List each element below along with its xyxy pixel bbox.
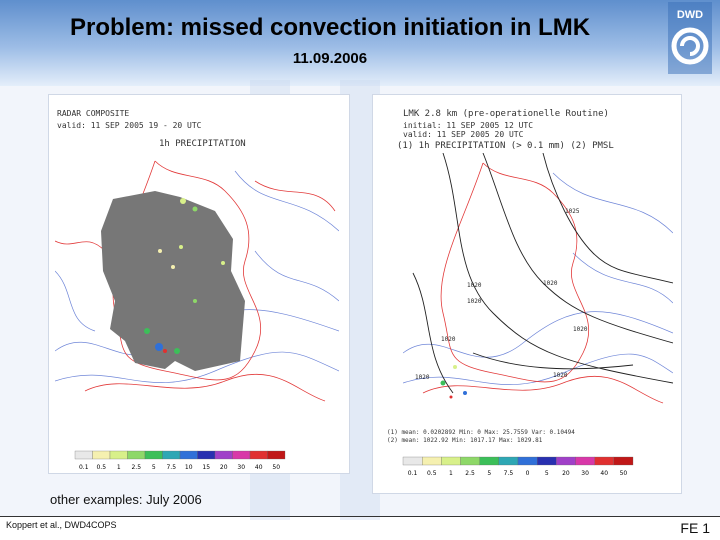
pmsl-stats: (2) mean: 1022.92 Min: 1017.17 Max: 1029… [387,437,543,444]
radar-colorbar: 0.1 0.5 1 2.5 5 7.5 10 15 20 30 40 50 [74,450,286,471]
author-credit: Koppert et al., DWD4COPS [6,520,117,530]
colorbar-label: 7.5 [504,470,514,477]
isobar-label: 1020 [467,298,482,305]
colorbar-label: 10 [185,464,193,471]
colorbar-label: 20 [562,470,570,477]
terrain-contours [403,172,673,385]
other-examples-note: other examples: July 2006 [50,492,202,507]
radar-map [55,151,339,413]
country-borders [55,160,336,402]
colorbar-swatch [479,456,499,466]
isobar-label: 1020 [441,336,456,343]
terrain-contours [55,170,339,383]
colorbar-swatch [92,450,111,460]
colorbar-label: 2.5 [465,470,475,477]
colorbar-label: 50 [272,464,280,471]
colorbar-label: 50 [620,470,628,477]
colorbar-swatch [232,450,251,460]
lmk-header: LMK 2.8 km (pre-operationelle Routine) [403,109,609,119]
isobar-label: 1020 [415,374,430,381]
isobars [412,153,673,394]
radar-header: RADAR COMPOSITE [57,109,130,118]
colorbar-swatch [613,456,634,466]
colorbar-label: 7.5 [166,464,176,471]
radar-coverage-area [101,191,245,371]
colorbar-swatch [179,450,198,460]
colorbar-label: 40 [600,470,608,477]
radar-composite-panel: RADAR COMPOSITE valid: 11 SEP 2005 19 - … [48,94,350,474]
colorbar-label: 0.1 [79,464,89,471]
colorbar-label: 1 [449,470,453,477]
colorbar-swatch [162,450,181,460]
colorbar-swatch [74,450,93,460]
colorbar-label: 0.1 [408,470,418,477]
colorbar-swatch [594,456,614,466]
colorbar-swatch [144,450,163,460]
colorbar-swatch [267,450,286,460]
lmk-map: 1020 1020 1020 1020 1020 1020 1020 1025 [403,153,673,417]
colorbar-swatch [422,456,442,466]
dwd-logo: DWD [668,2,712,74]
radar-valid-time: valid: 11 SEP 2005 19 - 20 UTC [57,121,202,130]
colorbar-label: 5 [152,464,156,471]
lmk-product-label: (1) 1h PRECIPITATION (> 0.1 mm) (2) PMSL [397,141,614,151]
colorbar-swatch [402,456,423,466]
colorbar-swatch [214,450,233,460]
colorbar-swatch [537,456,557,466]
country-borders [422,162,664,404]
slide-date: 11.09.2006 [292,50,368,67]
lmk-initial-time: initial: 11 SEP 2005 12 UTC [403,121,534,130]
colorbar-label: 30 [237,464,245,471]
colorbar-label: 5 [487,470,491,477]
isobar-labels: 1020 1020 1020 1020 1020 1020 1020 1025 [415,208,588,381]
radar-product-label: 1h PRECIPITATION [159,139,246,149]
isobar-label: 1020 [543,280,558,287]
isobar-label: 1025 [565,208,580,215]
colorbar-label: 20 [220,464,228,471]
colorbar-swatch [109,450,128,460]
colorbar-label: 0 [526,470,530,477]
slide-header [0,0,720,86]
lmk-forecast-panel: LMK 2.8 km (pre-operationelle Routine) i… [372,94,682,494]
colorbar-label: 0.5 [96,464,106,471]
lmk-colorbar: 0.1 0.5 1 2.5 5 7.5 0 5 20 30 40 50 [402,456,634,477]
slide-number: FE 1 [680,520,710,536]
colorbar-label: 2.5 [131,464,141,471]
colorbar-swatch [127,450,146,460]
slide-title: Problem: missed convection initiation in… [69,14,591,41]
lmk-valid-time: valid: 11 SEP 2005 20 UTC [403,130,524,139]
colorbar-swatch [441,456,461,466]
isobar-label: 1020 [553,372,568,379]
isobar-label: 1020 [573,326,588,333]
colorbar-swatch [498,456,519,466]
footer-divider [0,516,720,517]
precipitation-echoes [144,198,225,354]
precip-stats: (1) mean: 0.0202892 Min: 0 Max: 25.7559 … [387,429,575,436]
colorbar-label: 40 [255,464,263,471]
colorbar-swatch [575,456,595,466]
colorbar-swatch [249,450,268,460]
forecast-precipitation [440,365,467,399]
colorbar-label: 30 [581,470,589,477]
colorbar-label: 0.5 [427,470,437,477]
isobar-label: 1020 [467,282,482,289]
colorbar-swatch [517,456,538,466]
colorbar-swatch [197,450,216,460]
colorbar-label: 5 [545,470,549,477]
colorbar-swatch [556,456,576,466]
colorbar-swatch [460,456,480,466]
colorbar-label: 1 [117,464,121,471]
dwd-logo-text: DWD [677,9,703,21]
colorbar-label: 15 [202,464,210,471]
